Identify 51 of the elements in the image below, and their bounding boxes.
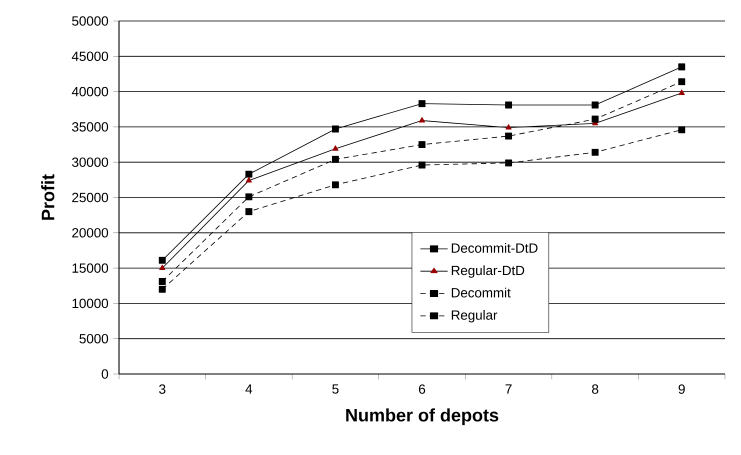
point: [159, 264, 166, 270]
y-tick-label: 15000: [72, 263, 108, 273]
x-tick-label: 9: [678, 384, 685, 394]
point: [678, 63, 686, 70]
x-tick-label: 3: [159, 384, 166, 394]
point: [158, 286, 166, 293]
point: [678, 126, 686, 134]
point: [158, 256, 166, 264]
y-tick-label: 35000: [72, 122, 108, 132]
point: [592, 148, 599, 156]
point: [505, 102, 512, 108]
point: [678, 90, 685, 95]
point: [418, 162, 426, 168]
x-tick-label: 8: [592, 384, 598, 394]
point: [505, 159, 512, 166]
x-tick-label: 4: [245, 384, 252, 394]
point: [332, 156, 339, 163]
y-tick-label: 30000: [72, 157, 108, 167]
point: [246, 177, 252, 182]
legend-label: Regular-DtD: [452, 265, 524, 278]
point: [506, 124, 512, 130]
x-tick-label: 7: [506, 384, 512, 394]
point: [592, 102, 599, 108]
point: [332, 181, 339, 188]
x-tick-label: 5: [332, 384, 339, 394]
y-tick-label: 10000: [72, 298, 108, 308]
point: [418, 100, 426, 108]
y-tick-label: 0: [102, 369, 108, 379]
y-tick-label: 5000: [79, 334, 108, 344]
legend-label: Regular: [452, 310, 498, 322]
x-tick-label: 6: [418, 384, 426, 394]
y-axis-title: Profit: [41, 174, 54, 220]
y-tick-label: 40000: [72, 86, 108, 96]
y-tick-label: 20000: [72, 228, 108, 238]
point: [332, 126, 339, 132]
point: [245, 208, 252, 216]
legend-label: Decommit: [452, 288, 511, 298]
y-tick-label: 45000: [72, 52, 108, 62]
y-tick-label: 25000: [72, 192, 108, 202]
point: [418, 141, 426, 148]
point: [332, 145, 338, 151]
point: [245, 170, 252, 178]
x-axis-title: Number of depots: [346, 408, 498, 426]
point: [678, 78, 686, 86]
point: [245, 193, 252, 200]
point: [418, 117, 426, 122]
point: [158, 278, 166, 285]
point: [592, 116, 599, 123]
y-tick-label: 50000: [72, 16, 108, 26]
legend-label: Decommit-DtD: [452, 243, 538, 253]
point: [505, 132, 512, 140]
